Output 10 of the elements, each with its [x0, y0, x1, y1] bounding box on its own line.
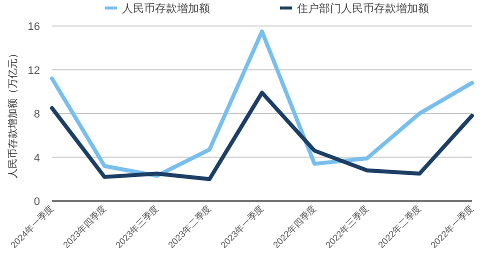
y-tick-label: 0: [34, 196, 40, 208]
line-series: [50, 90, 474, 182]
line-series: [50, 29, 474, 178]
legend-label: 人民币存款增加额: [122, 2, 210, 15]
y-tick-label: 8: [34, 108, 40, 120]
legend-label: 住户部门人民币存款增加额: [297, 2, 429, 15]
y-tick-label: 16: [28, 21, 40, 33]
y-tick-label: 12: [28, 64, 40, 77]
y-tick-label: 4: [34, 152, 40, 164]
y-axis-title: 人民币存款增加额（万亿元）: [7, 48, 19, 178]
